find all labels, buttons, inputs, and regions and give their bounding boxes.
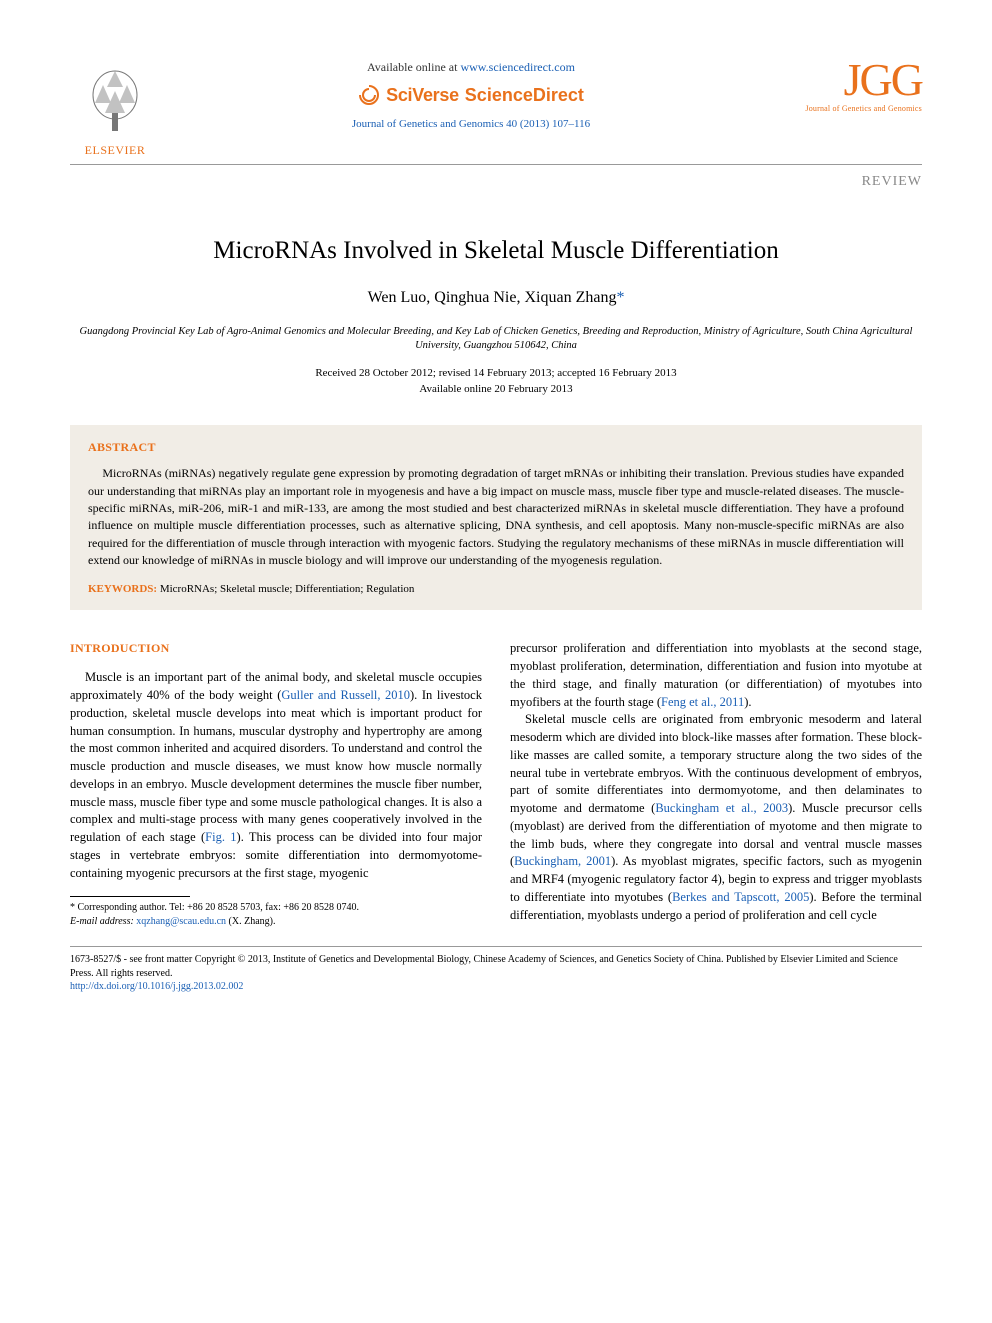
intro-para-2: precursor proliferation and differentiat…: [510, 640, 922, 711]
sciverse-logo: SciVerse ScienceDirect: [358, 83, 584, 107]
cite-fig1[interactable]: Fig. 1: [205, 830, 236, 844]
dates-received: Received 28 October 2012; revised 14 Feb…: [70, 366, 922, 381]
email-suffix: (X. Zhang).: [226, 916, 275, 927]
p3a: Skeletal muscle cells are originated fro…: [510, 712, 922, 815]
cite-feng[interactable]: Feng et al., 2011: [661, 695, 744, 709]
copyright-text: 1673-8527/$ - see front matter Copyright…: [70, 953, 922, 980]
jgg-logo-block: JGG Journal of Genetics and Genomics: [782, 55, 922, 114]
cite-berkes[interactable]: Berkes and Tapscott, 2005: [672, 890, 809, 904]
footnote-rule: [70, 896, 190, 897]
available-prefix: Available online at: [367, 60, 460, 74]
article-dates: Received 28 October 2012; revised 14 Feb…: [70, 366, 922, 397]
jgg-logo: JGG: [782, 57, 922, 103]
sciverse-swirl-icon: [358, 84, 380, 106]
p1b: ). In livestock production, skeletal mus…: [70, 688, 482, 844]
elsevier-label: ELSEVIER: [70, 142, 160, 158]
email-address[interactable]: xqzhang@scau.edu.cn: [136, 916, 226, 927]
corresponding-mark[interactable]: *: [616, 289, 624, 306]
intro-para-1: Muscle is an important part of the anima…: [70, 669, 482, 882]
header-rule: [70, 164, 922, 165]
sciencedirect-url[interactable]: www.sciencedirect.com: [460, 60, 575, 74]
authors-list: Wen Luo, Qinghua Nie, Xiquan Zhang: [368, 289, 617, 306]
elsevier-tree-icon: [85, 63, 145, 133]
journal-citation[interactable]: Journal of Genetics and Genomics 40 (201…: [160, 117, 782, 132]
footnote-email-line: E-mail address: xqzhang@scau.edu.cn (X. …: [70, 915, 482, 929]
body-columns: INTRODUCTION Muscle is an important part…: [70, 640, 922, 928]
abstract-body: MicroRNAs (miRNAs) negatively regulate g…: [88, 465, 904, 569]
cite-buckingham-2003[interactable]: Buckingham et al., 2003: [655, 801, 788, 815]
dates-online: Available online 20 February 2013: [70, 382, 922, 397]
footnote-corr: * Corresponding author. Tel: +86 20 8528…: [70, 901, 482, 915]
cite-guller[interactable]: Guller and Russell, 2010: [281, 688, 410, 702]
elsevier-logo-block: ELSEVIER: [70, 55, 160, 158]
copyright-rule: [70, 946, 922, 947]
doi-link[interactable]: http://dx.doi.org/10.1016/j.jgg.2013.02.…: [70, 980, 922, 994]
available-online: Available online at www.sciencedirect.co…: [160, 59, 782, 75]
abstract-box: ABSTRACT MicroRNAs (miRNAs) negatively r…: [70, 425, 922, 610]
intro-para-3: Skeletal muscle cells are originated fro…: [510, 711, 922, 924]
page-header: ELSEVIER Available online at www.science…: [70, 55, 922, 158]
affiliation: Guangdong Provincial Key Lab of Agro-Ani…: [70, 325, 922, 352]
sciverse-text: SciVerse: [386, 83, 459, 107]
keywords-values: MicroRNAs; Skeletal muscle; Differentiat…: [157, 583, 414, 595]
left-column: INTRODUCTION Muscle is an important part…: [70, 640, 482, 928]
corresponding-footnote: * Corresponding author. Tel: +86 20 8528…: [70, 901, 482, 928]
jgg-subtitle: Journal of Genetics and Genomics: [782, 105, 922, 114]
cite-buckingham-2001[interactable]: Buckingham, 2001: [514, 854, 611, 868]
p2b: ).: [744, 695, 751, 709]
abstract-heading: ABSTRACT: [88, 439, 904, 455]
keywords-line: KEYWORDS: MicroRNAs; Skeletal muscle; Di…: [88, 582, 904, 597]
header-center: Available online at www.sciencedirect.co…: [160, 55, 782, 132]
keywords-label: KEYWORDS:: [88, 583, 157, 595]
email-label: E-mail address:: [70, 916, 136, 927]
introduction-heading: INTRODUCTION: [70, 640, 482, 657]
right-column: precursor proliferation and differentiat…: [510, 640, 922, 928]
article-title: MicroRNAs Involved in Skeletal Muscle Di…: [70, 234, 922, 268]
copyright-block: 1673-8527/$ - see front matter Copyright…: [70, 953, 922, 994]
article-type: REVIEW: [70, 173, 922, 192]
authors: Wen Luo, Qinghua Nie, Xiquan Zhang*: [70, 287, 922, 309]
sciencedirect-text: ScienceDirect: [465, 83, 584, 107]
